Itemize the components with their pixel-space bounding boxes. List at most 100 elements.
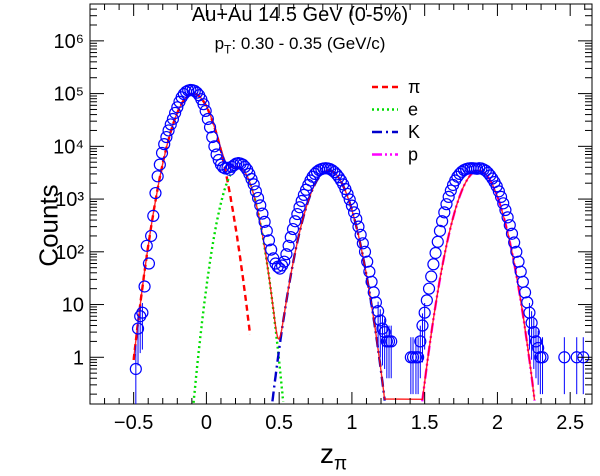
data-point bbox=[273, 262, 286, 275]
data-point bbox=[291, 207, 304, 221]
data-point bbox=[420, 294, 433, 307]
data-point bbox=[286, 222, 300, 236]
data-point bbox=[512, 255, 525, 268]
data-point bbox=[372, 305, 385, 318]
data-point bbox=[510, 245, 523, 258]
data-point bbox=[155, 146, 169, 160]
data-point bbox=[142, 257, 156, 270]
y-axis-label: Counts bbox=[33, 184, 64, 267]
data-point bbox=[188, 84, 201, 98]
x-axis-label-main: z bbox=[320, 438, 334, 469]
data-point bbox=[278, 255, 291, 268]
data-point bbox=[203, 121, 217, 134]
data-point bbox=[260, 224, 273, 237]
data-point bbox=[131, 322, 145, 335]
data-point bbox=[169, 106, 182, 120]
data-point bbox=[151, 170, 164, 183]
total-fit-curve bbox=[133, 92, 536, 401]
data-point bbox=[345, 199, 359, 212]
data-point bbox=[525, 316, 538, 329]
data-point bbox=[425, 270, 438, 283]
data-point bbox=[289, 215, 302, 228]
data-point bbox=[436, 215, 449, 228]
plot-frame bbox=[89, 3, 593, 405]
data-point bbox=[497, 197, 510, 210]
data-point bbox=[238, 160, 252, 173]
chart-title: Au+Au 14.5 GeV (0-5%) bbox=[191, 4, 409, 26]
data-point bbox=[138, 280, 151, 293]
data-point bbox=[282, 239, 295, 252]
y-tick-label: 1 bbox=[73, 347, 84, 369]
data-point bbox=[352, 220, 365, 233]
data-point bbox=[140, 239, 153, 252]
data-point bbox=[249, 185, 262, 198]
data-point bbox=[162, 124, 175, 137]
data-point bbox=[521, 296, 534, 309]
data-point bbox=[505, 227, 519, 240]
data-point bbox=[484, 169, 497, 182]
data-point bbox=[354, 228, 367, 241]
data-point bbox=[422, 282, 436, 295]
legend-label-K: K bbox=[408, 122, 420, 142]
data-point bbox=[136, 306, 149, 319]
x-tick-label: 0.5 bbox=[265, 412, 293, 434]
x-tick-label: −0.5 bbox=[114, 412, 153, 434]
data-point bbox=[166, 112, 180, 126]
data-point bbox=[350, 212, 363, 226]
y-tick-label: 10² bbox=[55, 242, 84, 264]
data-point bbox=[501, 211, 514, 224]
y-tick-label: 10⁴ bbox=[53, 136, 84, 158]
data-point bbox=[431, 235, 444, 248]
data-point bbox=[429, 246, 442, 260]
data-point bbox=[444, 184, 457, 197]
y-tick-label: 10 bbox=[62, 295, 84, 317]
data-point bbox=[256, 207, 269, 220]
data-point bbox=[558, 351, 571, 364]
data-point bbox=[190, 86, 204, 99]
legend-label-p: p bbox=[408, 145, 418, 165]
data-point bbox=[262, 234, 276, 247]
data-point bbox=[440, 198, 453, 211]
data-point bbox=[201, 112, 214, 126]
data-point bbox=[343, 193, 356, 206]
data-point bbox=[210, 148, 223, 161]
data-point bbox=[503, 219, 516, 232]
data-point bbox=[247, 178, 260, 191]
subtitle-prefix: p bbox=[214, 34, 225, 53]
x-tick-label: 1 bbox=[346, 412, 357, 434]
data-point bbox=[499, 203, 512, 217]
data-point bbox=[477, 163, 490, 176]
data-point bbox=[332, 171, 345, 184]
data-point bbox=[129, 362, 142, 376]
data-point bbox=[149, 186, 162, 200]
legend-label-e: e bbox=[408, 100, 418, 120]
x-tick-label: 1.5 bbox=[411, 412, 439, 434]
data-point bbox=[374, 314, 387, 327]
data-point bbox=[494, 190, 508, 203]
data-point bbox=[245, 172, 258, 186]
data-point bbox=[134, 310, 147, 323]
y-tick-label: 10³ bbox=[55, 189, 84, 211]
data-point bbox=[147, 209, 160, 222]
subtitle-subscript: T bbox=[224, 42, 232, 57]
data-point bbox=[223, 163, 236, 176]
data-point bbox=[145, 229, 158, 243]
data-point bbox=[341, 187, 354, 201]
data-point bbox=[416, 319, 429, 332]
data-point bbox=[265, 243, 278, 256]
data-point bbox=[433, 224, 447, 237]
x-tick-label: 2.5 bbox=[556, 412, 584, 434]
data-point bbox=[486, 172, 499, 185]
data-point bbox=[492, 185, 505, 198]
data-point bbox=[508, 236, 521, 249]
data-point bbox=[418, 306, 431, 319]
data-point bbox=[206, 130, 219, 144]
data-point bbox=[197, 98, 210, 111]
data-point bbox=[414, 335, 427, 348]
data-point bbox=[293, 201, 306, 214]
data-point bbox=[171, 101, 184, 114]
data-point bbox=[358, 245, 372, 258]
data-point bbox=[347, 206, 361, 219]
data-point bbox=[164, 118, 177, 131]
fit-curve-π bbox=[132, 92, 252, 361]
